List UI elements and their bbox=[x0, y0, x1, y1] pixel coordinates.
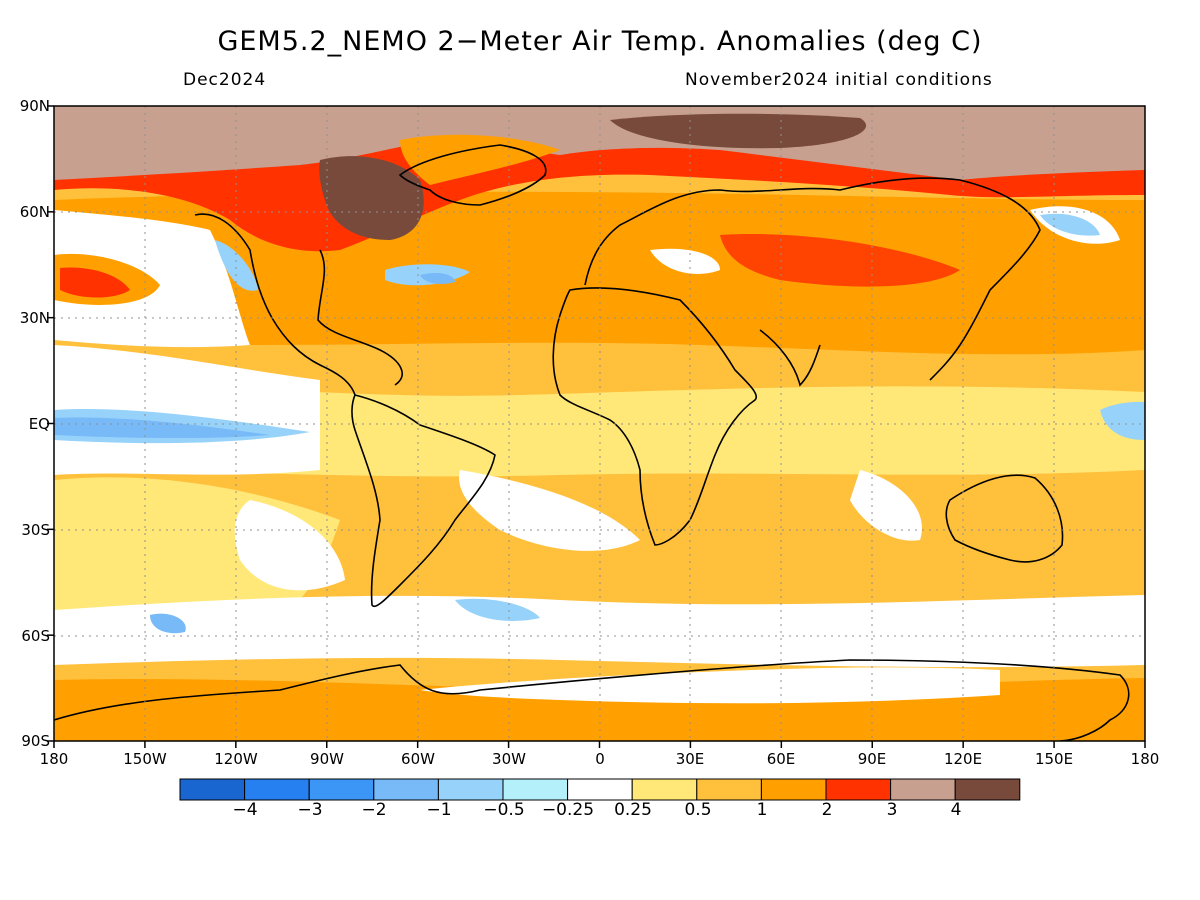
lat-label-90n: 90N bbox=[19, 97, 50, 115]
colorbar-swatch bbox=[567, 778, 633, 801]
colorbar-swatch bbox=[244, 778, 310, 801]
colorbar-swatch bbox=[760, 778, 827, 801]
lon-label-180w: 180 bbox=[39, 750, 69, 768]
lon-label-180e: 180 bbox=[1130, 750, 1160, 768]
anomaly-south-atlantic-neutral bbox=[459, 470, 640, 551]
colorbar-swatch bbox=[890, 778, 956, 801]
valid-month: Dec2024 bbox=[183, 70, 267, 90]
lat-label-60s: 60S bbox=[21, 627, 50, 645]
colorbar-label: −0.25 bbox=[541, 800, 595, 820]
axis-ticks bbox=[47, 105, 1146, 748]
anomaly-greenland-warm bbox=[400, 134, 560, 185]
coastline-antarctica bbox=[54, 659, 1130, 741]
coastline-eurasia bbox=[584, 177, 1041, 381]
anomaly-indian-neutral bbox=[850, 470, 922, 541]
coastline-south-america bbox=[351, 394, 496, 607]
anomaly-arctic-max-1 bbox=[610, 113, 867, 149]
lat-label-30n: 30N bbox=[19, 309, 50, 327]
anomaly-kamchatka-cool bbox=[1040, 213, 1100, 236]
anomaly-antarctic-neutral bbox=[420, 667, 1000, 704]
colorbar-swatch bbox=[825, 778, 892, 801]
lon-label-60w: 60W bbox=[401, 750, 435, 768]
colorbar-label: 0.5 bbox=[684, 800, 712, 820]
anomaly-pacific-cooler bbox=[54, 417, 270, 439]
lon-label-150w: 150W bbox=[123, 750, 167, 768]
colorbar-label: 0.25 bbox=[614, 800, 652, 820]
colorbar-label: −0.5 bbox=[483, 800, 525, 820]
coastline-arabia-india bbox=[759, 329, 821, 387]
lon-label-150e: 150E bbox=[1034, 750, 1074, 768]
lon-label-0: 0 bbox=[595, 750, 605, 768]
colorbar-label: −3 bbox=[297, 800, 323, 820]
lon-label-90w: 90W bbox=[310, 750, 344, 768]
colorbar bbox=[179, 778, 1021, 801]
coastline-greenland bbox=[398, 144, 547, 206]
lat-label-eq: EQ bbox=[28, 415, 50, 433]
colorbar-swatch bbox=[502, 778, 569, 801]
colorbar-label: 2 bbox=[821, 800, 833, 820]
colorbar-label: −2 bbox=[361, 800, 387, 820]
anomaly-north-pacific-hot bbox=[60, 267, 130, 298]
anomaly-south-pacific-neutral bbox=[234, 500, 345, 591]
colorbar-label: −4 bbox=[232, 800, 258, 820]
colorbar-swatch bbox=[308, 778, 375, 801]
coastline-africa bbox=[552, 287, 757, 546]
lon-label-30w: 30W bbox=[492, 750, 526, 768]
colorbar-label: 1 bbox=[756, 800, 768, 820]
lon-label-30e: 30E bbox=[675, 750, 705, 768]
anomaly-atlantic-cooler bbox=[420, 272, 455, 284]
gridlines bbox=[54, 106, 1145, 741]
lon-label-120e: 120E bbox=[943, 750, 983, 768]
colorbar-swatch bbox=[631, 778, 698, 801]
lon-label-60e: 60E bbox=[766, 750, 796, 768]
anomaly-central-asia-hot bbox=[720, 234, 960, 287]
colorbar-label: −1 bbox=[426, 800, 452, 820]
anomaly-europe-neutral bbox=[650, 248, 720, 274]
anomaly-southern-ocean-cool-2 bbox=[455, 598, 540, 621]
colorbar-label: 4 bbox=[950, 800, 962, 820]
coastline-north-america-east bbox=[317, 249, 403, 386]
colorbar-swatch bbox=[954, 778, 1021, 801]
anomaly-west-coast-cool bbox=[215, 240, 258, 291]
colorbar-label: 3 bbox=[886, 800, 898, 820]
colorbar-swatch bbox=[696, 778, 762, 801]
anomaly-west-pacific-cool bbox=[1100, 401, 1145, 440]
lat-label-30s: 30S bbox=[21, 521, 50, 539]
coastline-australia bbox=[945, 474, 1064, 563]
lat-label-90s: 90S bbox=[21, 732, 50, 750]
colorbar-swatch bbox=[437, 778, 504, 801]
init-conditions: November2024 initial conditions bbox=[685, 70, 993, 90]
anomaly-arctic-max-2 bbox=[319, 156, 424, 240]
lon-label-90e: 90E bbox=[857, 750, 887, 768]
map-title: GEM5.2_NEMO 2−Meter Air Temp. Anomalies … bbox=[217, 26, 983, 57]
anomaly-southern-ocean-cool-1 bbox=[150, 613, 186, 634]
lon-label-120w: 120W bbox=[214, 750, 258, 768]
colorbar-swatch bbox=[373, 778, 439, 801]
lat-label-60n: 60N bbox=[19, 203, 50, 221]
colorbar-swatch bbox=[179, 778, 246, 801]
